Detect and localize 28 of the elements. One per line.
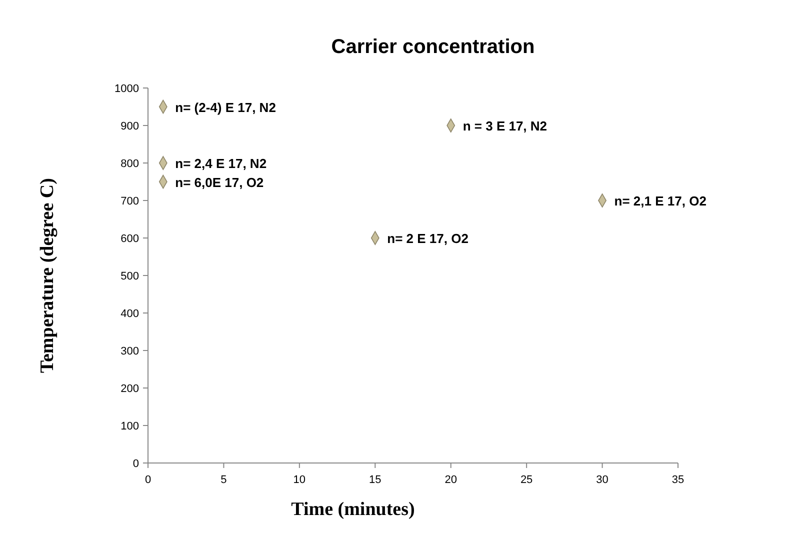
- y-tick-label: 100: [120, 420, 139, 432]
- x-tick-label: 10: [293, 474, 306, 486]
- y-axis-title: Temperature (degree C): [37, 178, 58, 373]
- x-tick-label: 0: [144, 474, 152, 486]
- annotation: n= 6,0E 17, O2: [175, 174, 264, 190]
- x-tick-label: 5: [220, 474, 227, 486]
- x-axis-title: Time (minutes): [291, 499, 415, 520]
- y-tick-label: 700: [120, 196, 139, 208]
- annotation: n = 3 E 17, N2: [462, 118, 548, 134]
- y-tick-label: 0: [132, 458, 139, 470]
- x-tick-label: 20: [444, 474, 457, 486]
- y-tick-label: 500: [120, 270, 139, 282]
- y-tick-label: 900: [120, 120, 139, 132]
- x-tick-label: 15: [369, 474, 382, 486]
- x-tick-label: 35: [672, 474, 684, 486]
- y-tick-label: 1000: [114, 83, 139, 95]
- chart-title: Carrier concentration: [331, 36, 535, 58]
- annotation: n= (2-4) E 17, N2: [175, 100, 276, 115]
- y-tick-label: 400: [120, 308, 139, 320]
- x-tick-label: 30: [596, 474, 608, 486]
- annotation: n= 2,4 E 17, N2: [175, 156, 267, 171]
- annotation: n= 2,1 E 17, O2: [614, 194, 706, 208]
- y-tick-label: 300: [120, 346, 139, 358]
- annotation: n= 2 E 17, O2: [387, 231, 468, 246]
- x-tick-label: 25: [520, 474, 533, 486]
- y-tick-label: 600: [120, 233, 139, 245]
- y-tick-label: 200: [120, 383, 139, 395]
- y-tick-label: 800: [120, 158, 139, 170]
